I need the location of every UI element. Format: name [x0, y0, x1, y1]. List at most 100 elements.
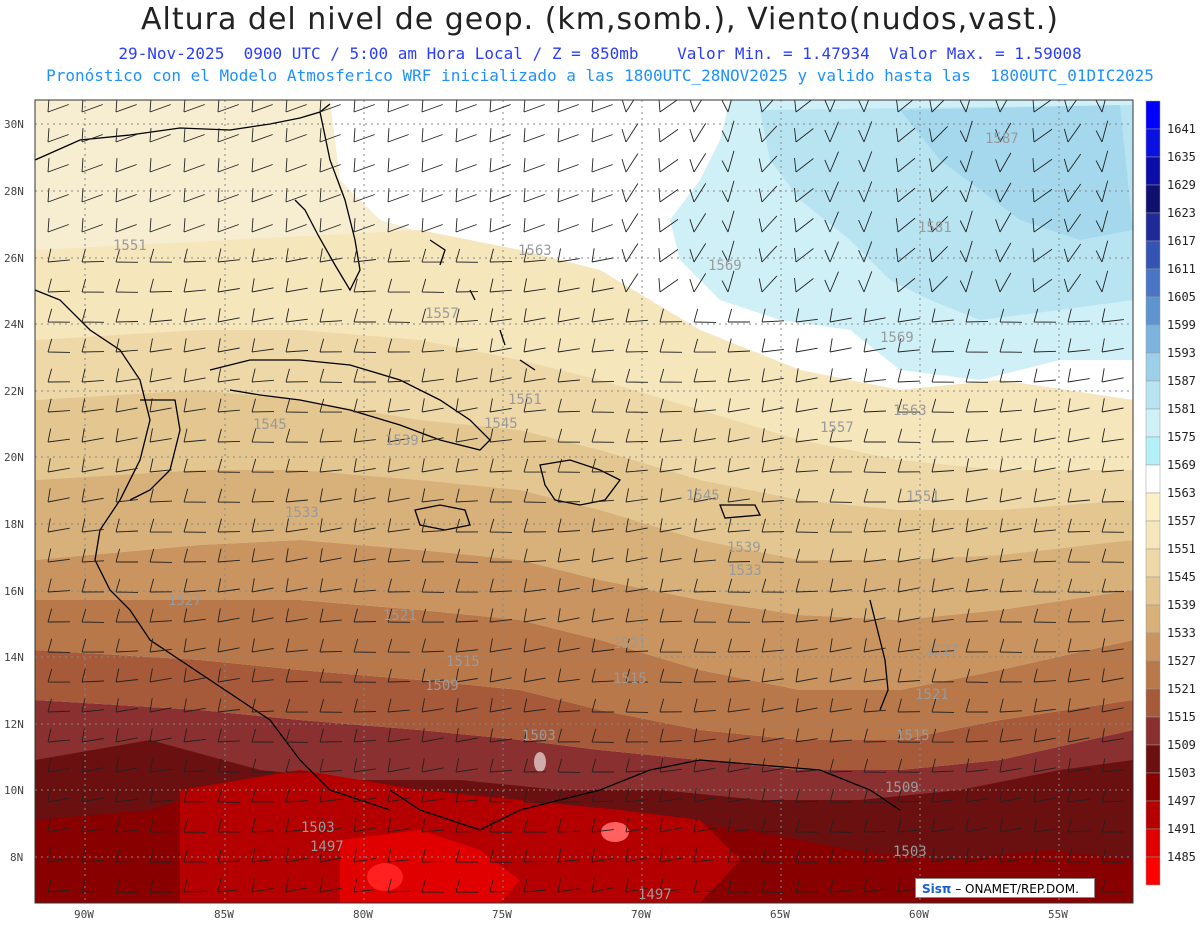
valid-time-line: 29-Nov-2025 0900 UTC / 5:00 am Hora Loca… — [118, 44, 1082, 63]
geopotential-shading — [35, 100, 1133, 903]
wind-barb — [895, 127, 916, 143]
wind-barb — [115, 758, 138, 773]
wind-barb — [931, 308, 954, 323]
wind-barb — [659, 578, 682, 593]
wind-barb — [183, 428, 206, 443]
wind-barb — [421, 458, 444, 473]
wind-barb — [621, 213, 639, 233]
wind-barb — [81, 548, 105, 563]
wind-barb — [421, 188, 443, 203]
wind-barb — [959, 270, 973, 293]
wind-barb — [251, 518, 274, 533]
wind-barb — [1101, 878, 1124, 893]
colorbar-label: 1527 — [1167, 654, 1196, 668]
wind-barb — [149, 608, 173, 623]
wind-barb — [795, 698, 818, 713]
wind-barb — [421, 818, 444, 833]
wind-barb — [353, 728, 376, 743]
wind-barb — [1101, 758, 1124, 773]
colorbar-label: 1503 — [1167, 766, 1196, 780]
wind-barb — [81, 728, 104, 743]
wind-barb — [319, 458, 342, 473]
wind-barb — [999, 818, 1022, 833]
wind-barb — [557, 278, 580, 293]
wind-barb — [794, 128, 814, 143]
contour-label: 1551 — [906, 489, 940, 505]
contour-label: 1533 — [285, 505, 319, 521]
wind-barb — [1067, 338, 1090, 353]
wind-barb — [557, 218, 579, 233]
wind-barb — [795, 728, 818, 743]
wind-barb — [251, 728, 275, 743]
contour-label: 1515 — [613, 671, 647, 687]
wind-barb — [353, 788, 376, 803]
wind-barb — [621, 183, 639, 203]
wind-barb — [319, 128, 341, 143]
wind-barb — [489, 638, 512, 653]
colorbar-label: 1593 — [1167, 346, 1196, 360]
wind-barb — [217, 188, 239, 203]
wind-barb — [761, 668, 784, 683]
wind-barb — [1067, 458, 1090, 473]
wind-barb — [115, 218, 137, 233]
wind-barb — [251, 128, 273, 143]
lon-label: 90W — [74, 908, 94, 921]
wind-barb — [795, 488, 819, 503]
wind-barb — [557, 488, 581, 503]
wind-barb — [285, 188, 307, 203]
wind-barb — [1033, 428, 1056, 443]
contour-label: 1551 — [508, 392, 542, 408]
wind-barb — [824, 211, 839, 233]
wind-barb — [965, 428, 988, 443]
wind-barb — [689, 243, 707, 263]
wind-barb — [149, 578, 173, 593]
wind-barb — [659, 398, 683, 413]
wind-barb — [658, 248, 679, 263]
contour-label: 1515 — [446, 654, 480, 670]
wind-barb — [621, 273, 639, 293]
wind-barb — [758, 245, 778, 263]
colorbar-label: 1521 — [1167, 682, 1196, 696]
wind-barb — [727, 698, 750, 713]
wind-barb — [353, 218, 375, 233]
wind-barb — [999, 548, 1022, 563]
wind-barb — [421, 158, 443, 173]
wind-barb — [47, 848, 70, 863]
wind-barb — [591, 518, 614, 533]
wind-barb — [795, 848, 819, 863]
contour-label: 1569 — [708, 258, 742, 274]
wind-barb — [47, 728, 70, 743]
wind-barb — [863, 608, 886, 623]
wind-barb — [489, 458, 513, 473]
wind-barb — [489, 668, 512, 683]
wind-barb — [929, 126, 948, 143]
colorbar: 1641 1635 1629 1623 1617 1611 1605 1599 1593 1587… — [1145, 100, 1196, 886]
wind-barb — [217, 878, 240, 893]
wind-barb — [625, 548, 648, 563]
wind-barb — [319, 638, 343, 653]
wind-barb — [421, 728, 444, 743]
wind-barb — [115, 278, 139, 293]
wind-barb — [858, 211, 873, 233]
wind-barb — [693, 728, 716, 743]
wind-barb — [183, 578, 206, 593]
wind-barb — [523, 278, 546, 293]
wind-barb — [727, 428, 750, 443]
wind-barb — [693, 368, 717, 383]
wind-barb — [115, 338, 138, 353]
wind-barb — [931, 578, 954, 593]
wind-barb — [523, 398, 546, 413]
wind-barb — [149, 128, 171, 143]
contour-label: 1539 — [727, 540, 761, 556]
wind-barb — [829, 608, 852, 623]
wind-barb — [489, 848, 513, 863]
wind-barb — [285, 308, 308, 323]
wind-barb — [455, 158, 477, 173]
wind-barb — [659, 788, 682, 803]
wind-barb — [693, 848, 716, 863]
wind-barb — [319, 368, 343, 383]
wind-barb — [149, 458, 172, 473]
wind-barb — [721, 270, 735, 293]
wind-barb — [523, 758, 547, 773]
